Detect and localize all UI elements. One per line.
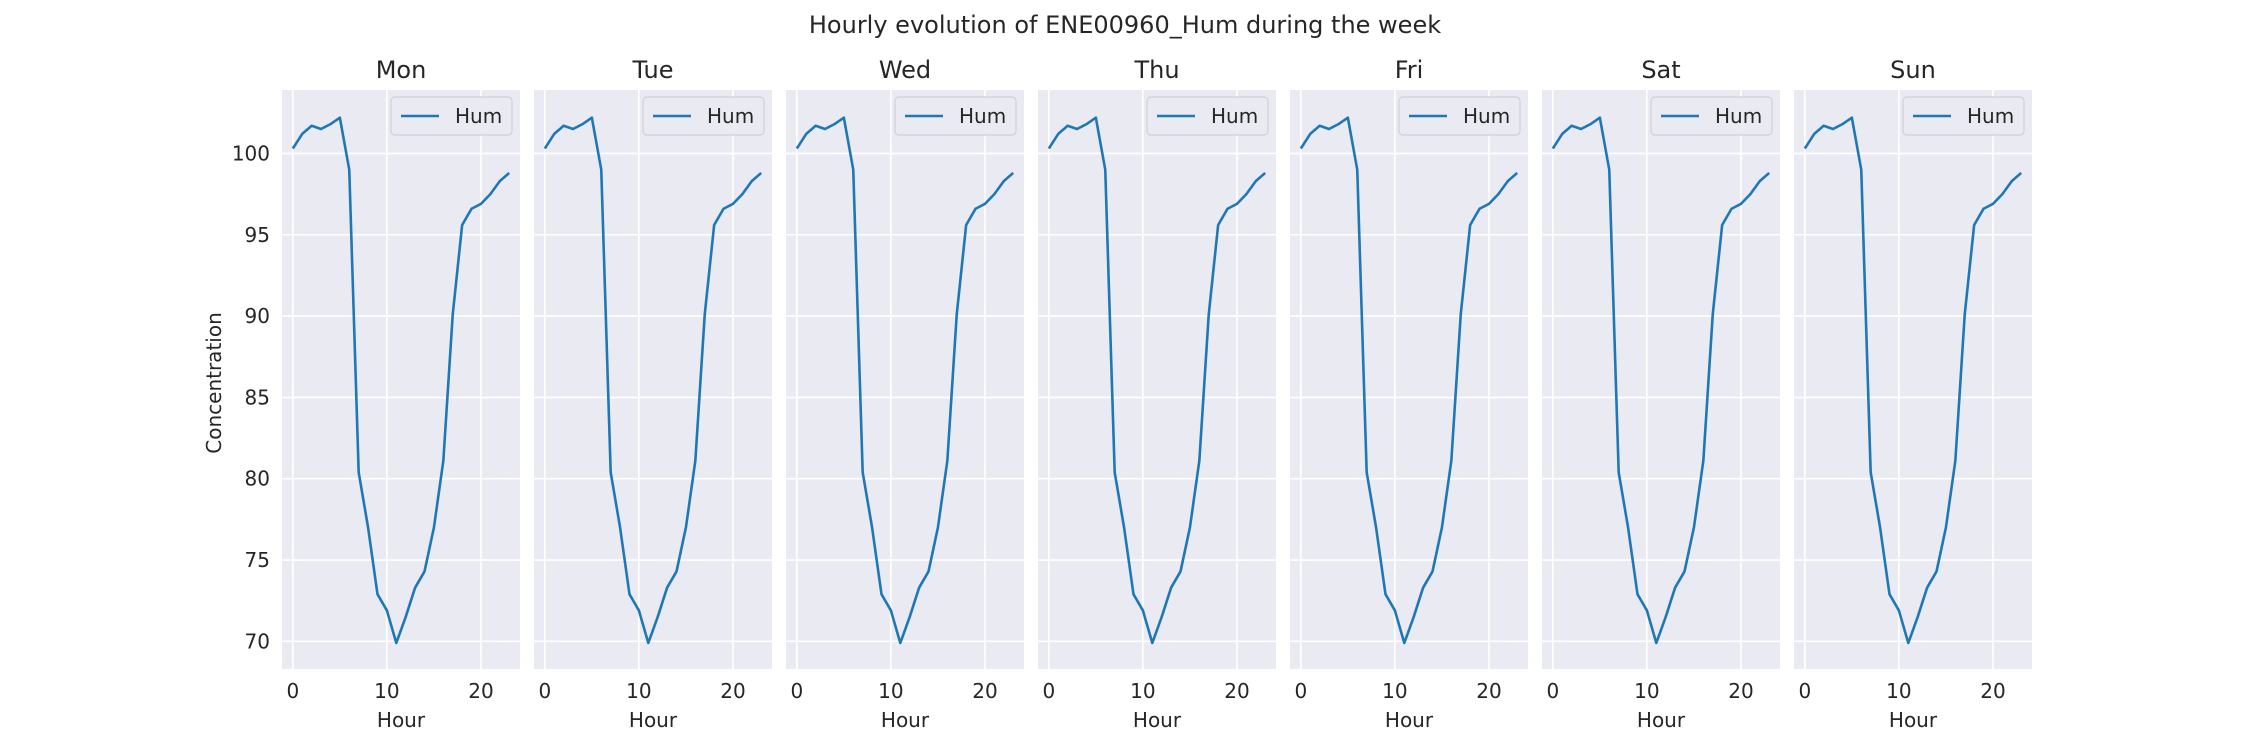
x-tick-label: 20 <box>1728 679 1753 703</box>
plot-area <box>1290 90 1528 669</box>
x-tick-label: 10 <box>1634 679 1659 703</box>
legend: Hum <box>1146 96 1269 136</box>
panel-title: Sat <box>1641 56 1680 84</box>
x-tick-label: 10 <box>1130 679 1155 703</box>
x-axis-label: Hour <box>377 708 426 732</box>
panel-wed: 0 10 20 Wed Hour Hum <box>786 56 1024 732</box>
y-tick-label: 100 <box>232 141 270 165</box>
legend: Hum <box>390 96 513 136</box>
legend-label: Hum <box>1211 104 1258 128</box>
legend: Hum <box>1902 96 2025 136</box>
x-tick-label: 0 <box>1042 679 1055 703</box>
plot-area <box>534 90 772 669</box>
figure-title: Hourly evolution of ENE00960_Hum during … <box>809 11 1441 39</box>
legend-box <box>1650 96 1773 136</box>
y-axis-label: Concentration <box>202 312 226 453</box>
y-tick-label: 85 <box>245 385 270 409</box>
x-axis-label: Hour <box>629 708 678 732</box>
y-tick-label: 80 <box>245 467 270 491</box>
plot-area <box>1794 90 2032 669</box>
panel-title: Sun <box>1890 56 1936 84</box>
plot-area <box>1038 90 1276 669</box>
x-tick-label: 20 <box>720 679 745 703</box>
legend: Hum <box>1650 96 1773 136</box>
legend: Hum <box>894 96 1017 136</box>
legend-label: Hum <box>707 104 754 128</box>
legend-label: Hum <box>959 104 1006 128</box>
x-tick-label: 20 <box>468 679 493 703</box>
x-tick-label: 0 <box>1798 679 1811 703</box>
legend-box <box>894 96 1017 136</box>
series-line-hum <box>795 116 1015 645</box>
legend-label: Hum <box>1967 104 2014 128</box>
x-tick-label: 0 <box>790 679 803 703</box>
legend-box <box>1398 96 1521 136</box>
panel-fri: 0 10 20 Fri Hour Hum <box>1290 56 1528 732</box>
x-axis-label: Hour <box>1889 708 1938 732</box>
panel-title: Tue <box>632 56 674 84</box>
x-tick-label: 0 <box>286 679 299 703</box>
panel-title: Wed <box>879 56 931 84</box>
series-line-hum <box>1551 116 1771 645</box>
legend-label: Hum <box>455 104 502 128</box>
plot-area <box>1542 90 1780 669</box>
legend-label: Hum <box>1715 104 1762 128</box>
panel-title: Thu <box>1133 56 1179 84</box>
legend-box <box>1146 96 1269 136</box>
x-tick-label: 20 <box>1980 679 2005 703</box>
legend: Hum <box>1398 96 1521 136</box>
x-tick-label: 10 <box>1886 679 1911 703</box>
panel-title: Mon <box>376 56 427 84</box>
x-tick-label: 10 <box>374 679 399 703</box>
series-line-hum <box>543 116 763 645</box>
x-axis-label: Hour <box>1385 708 1434 732</box>
legend: Hum <box>642 96 765 136</box>
series-line-hum <box>1047 116 1267 645</box>
legend-label: Hum <box>1463 104 1510 128</box>
x-tick-label: 10 <box>626 679 651 703</box>
y-tick-label: 90 <box>245 304 270 328</box>
y-tick-label: 95 <box>245 223 270 247</box>
x-tick-label: 20 <box>1224 679 1249 703</box>
series-line-hum <box>1299 116 1519 645</box>
legend-box <box>1902 96 2025 136</box>
x-tick-label: 0 <box>538 679 551 703</box>
series-line-hum <box>1803 116 2023 645</box>
panel-thu: 0 10 20 Thu Hour Hum <box>1038 56 1276 732</box>
y-tick-label: 75 <box>245 548 270 572</box>
legend-box <box>390 96 513 136</box>
x-axis-label: Hour <box>1133 708 1182 732</box>
y-tick-label: 70 <box>245 629 270 653</box>
panel-mon: 70 75 80 85 90 95 100 0 10 20 Mon Hour Hum <box>232 56 520 732</box>
plot-area <box>282 90 520 669</box>
panel-sat: 0 10 20 Sat Hour Hum <box>1542 56 1780 732</box>
plot-area <box>786 90 1024 669</box>
legend-box <box>642 96 765 136</box>
x-tick-label: 10 <box>878 679 903 703</box>
panel-title: Fri <box>1395 56 1424 84</box>
x-tick-label: 10 <box>1382 679 1407 703</box>
series-line-hum <box>291 116 511 645</box>
panel-tue: 0 10 20 Tue Hour Hum <box>534 56 772 732</box>
x-tick-label: 20 <box>972 679 997 703</box>
x-tick-label: 20 <box>1476 679 1501 703</box>
x-axis-label: Hour <box>881 708 930 732</box>
x-axis-label: Hour <box>1637 708 1686 732</box>
panel-sun: 0 10 20 Sun Hour Hum <box>1794 56 2032 732</box>
x-tick-label: 0 <box>1294 679 1307 703</box>
x-tick-label: 0 <box>1546 679 1559 703</box>
